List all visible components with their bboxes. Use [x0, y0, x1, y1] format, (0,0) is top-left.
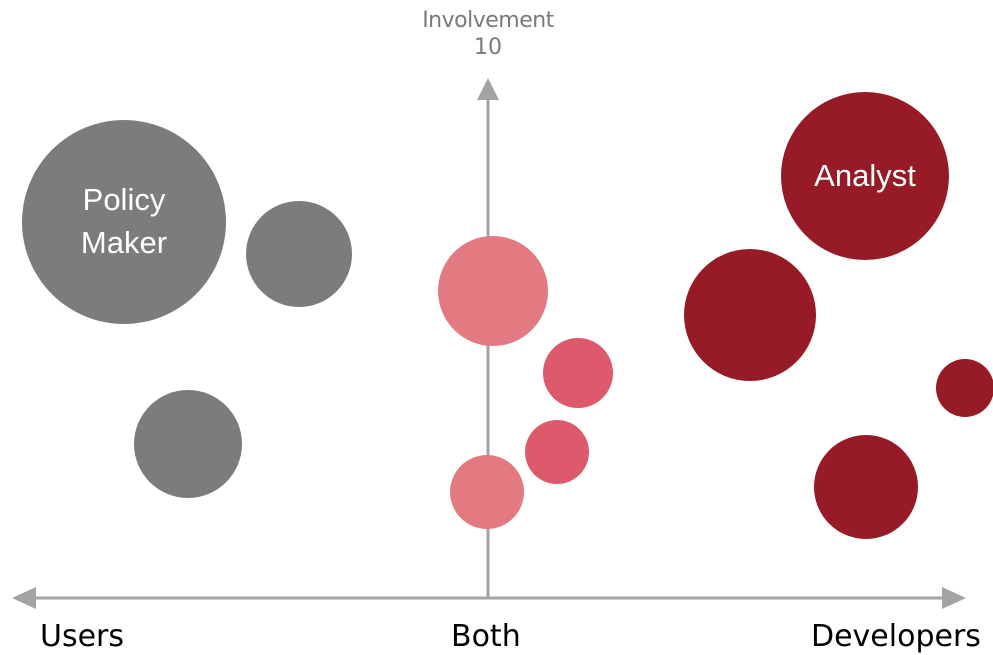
x-axis-arrow-left: [12, 587, 36, 609]
bubble-developers-4: [814, 435, 918, 539]
bubble-users-2: [246, 201, 352, 307]
policy-maker-label-line1: Policy: [82, 182, 166, 217]
policy-maker-label: Policy Maker: [44, 178, 204, 265]
y-axis-arrow-up: [477, 78, 499, 100]
bubble-both-3: [525, 420, 589, 484]
x-axis-arrow-right: [942, 587, 966, 609]
bubble-developers-3: [936, 359, 993, 417]
bubble-users-3: [134, 390, 242, 498]
bubble-policy-maker: [22, 120, 226, 324]
analyst-label-text: Analyst: [814, 158, 916, 193]
x-axis-label-users: Users: [40, 619, 125, 654]
y-axis-title: Involvement 10: [408, 8, 568, 60]
x-axis-label-both: Both: [451, 619, 521, 654]
bubble-both-1: [438, 236, 548, 346]
y-axis-max-label: 10: [474, 35, 502, 60]
bubble-developers-2: [684, 249, 816, 381]
bubble-both-2: [543, 338, 613, 408]
bubble-both-4: [450, 455, 524, 529]
y-axis-title-text: Involvement: [422, 8, 554, 33]
x-axis-label-developers: Developers: [811, 619, 981, 654]
bubble-analyst: [781, 92, 949, 260]
analyst-label: Analyst: [785, 154, 945, 197]
policy-maker-label-line2: Maker: [80, 225, 168, 261]
